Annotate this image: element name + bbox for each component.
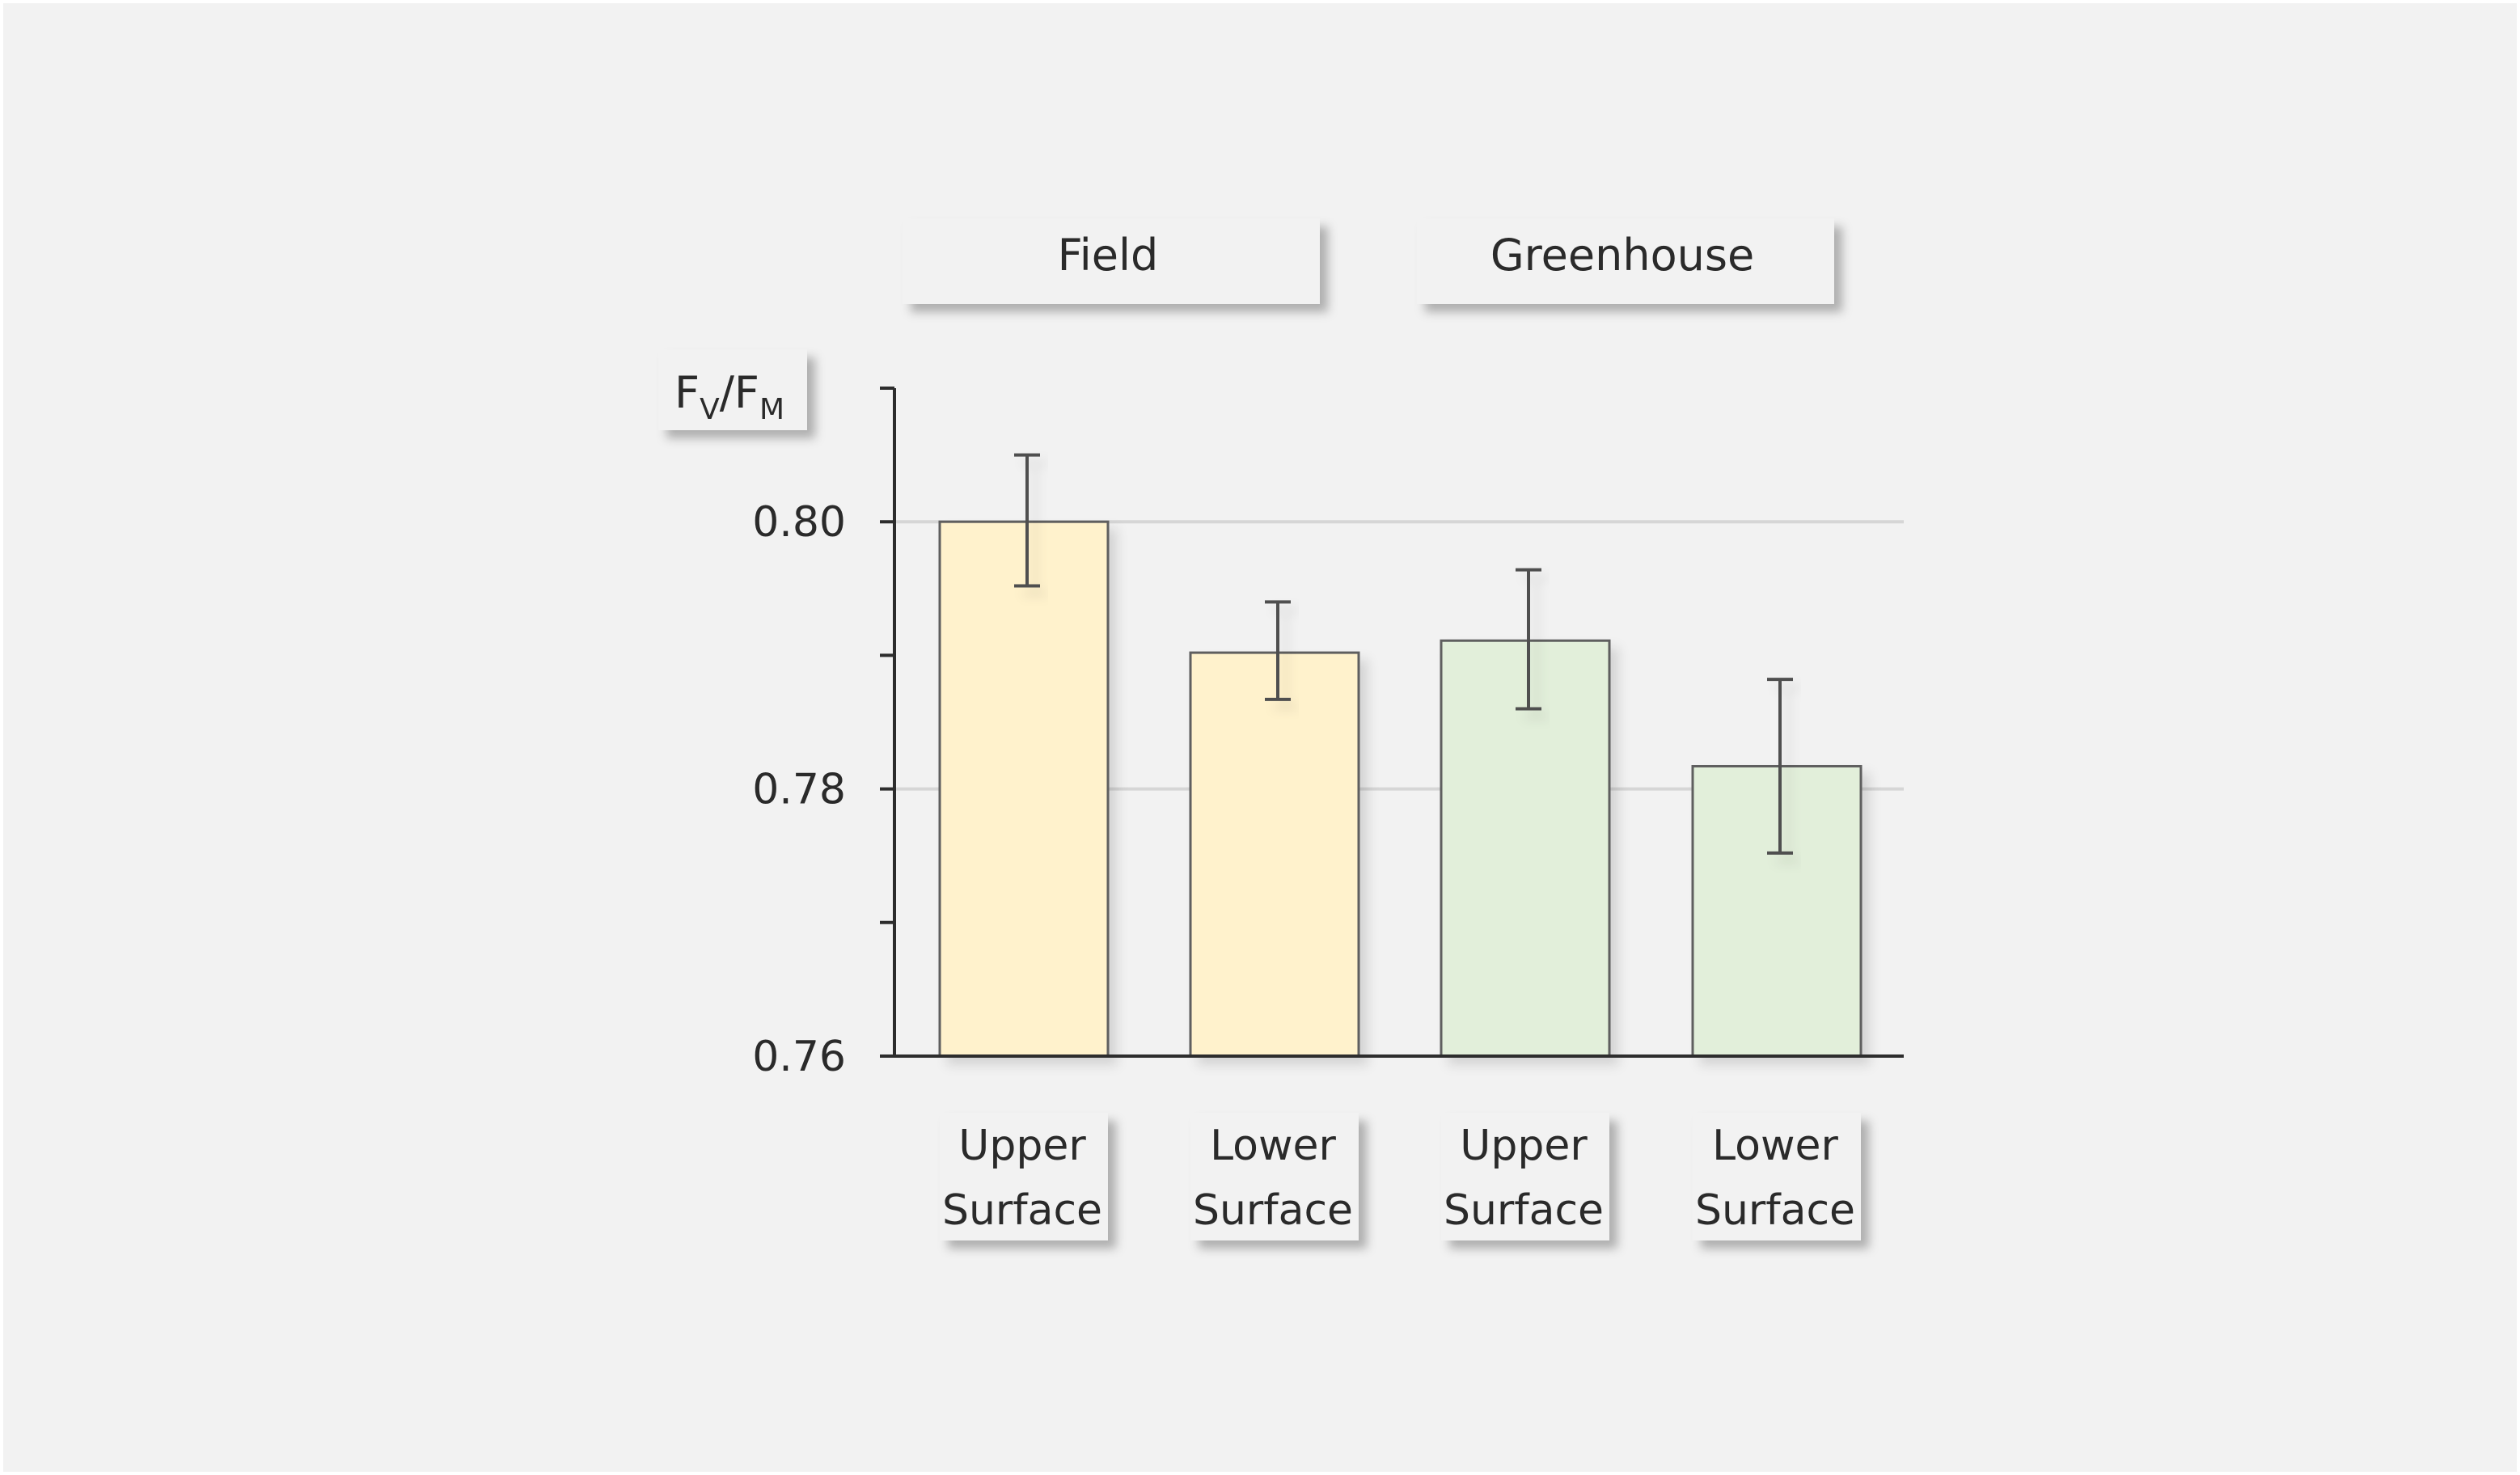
y-axis-label-box: FV/FM	[658, 349, 807, 430]
bar	[1440, 639, 1611, 1058]
x-category-label: Lower Surface	[1190, 1113, 1359, 1240]
x-category-label-box	[940, 1113, 1108, 1240]
y-axis-label-sep: /F	[720, 367, 759, 418]
x-category-label: Lower Surface	[1693, 1113, 1861, 1240]
bar	[938, 520, 1110, 1058]
error-bars	[1014, 453, 1793, 855]
y-axis-label-main: F	[674, 367, 700, 418]
y-axis-label-sub2: M	[759, 393, 784, 426]
x-category-label: Upper Surface	[1441, 1113, 1609, 1240]
bar	[1691, 765, 1863, 1058]
bars	[938, 520, 1863, 1058]
error-bar	[1516, 568, 1541, 711]
group-header-label: Greenhouse	[1490, 230, 1754, 281]
x-category-label-line1: Upper	[958, 1122, 1086, 1170]
x-category-label-line2: Surface	[942, 1186, 1102, 1235]
group-header-box	[1417, 218, 1834, 304]
x-category-label-line2: Surface	[1695, 1186, 1855, 1235]
y-axis-label: FV/FM	[674, 367, 784, 426]
x-category-label-line1: Lower	[1210, 1122, 1336, 1170]
x-category-label-line1: Upper	[1460, 1122, 1588, 1170]
chart-page: FV/FM Field Greenhouse Upper Surface Lower S…	[3, 3, 2517, 1472]
group-headers: Field Greenhouse	[903, 218, 1834, 304]
error-bar	[1265, 600, 1291, 701]
error-bar	[1014, 453, 1040, 588]
x-category-label-box	[1693, 1113, 1861, 1240]
y-tick-label: 0.78	[752, 766, 846, 814]
error-bar	[1767, 678, 1793, 855]
bar	[1189, 651, 1360, 1058]
group-header: Field	[903, 218, 1320, 304]
y-axis-label-sub1: V	[700, 393, 720, 426]
group-header: Greenhouse	[1417, 218, 1834, 304]
x-category-label-box	[1441, 1113, 1609, 1240]
bar-chart: FV/FM Field Greenhouse Upper Surface Lower S…	[658, 218, 1904, 1240]
x-category-label-box	[1190, 1113, 1359, 1240]
y-axis	[880, 387, 1904, 1058]
group-header-label: Field	[1058, 230, 1159, 281]
x-axis-labels: UpperSurfaceLowerSurfaceUpperSurfaceLowe…	[940, 1113, 1861, 1240]
y-tick-label: 0.76	[752, 1033, 846, 1081]
x-category-label-line2: Surface	[1193, 1186, 1353, 1235]
x-category-label-line2: Surface	[1444, 1186, 1604, 1235]
y-tick-labels: 0.76 0.78 0.80	[752, 498, 846, 1081]
x-category-label: Upper Surface	[940, 1113, 1108, 1240]
group-header-box	[903, 218, 1320, 304]
y-tick-label: 0.80	[752, 498, 846, 547]
x-category-label-line1: Lower	[1712, 1122, 1838, 1170]
